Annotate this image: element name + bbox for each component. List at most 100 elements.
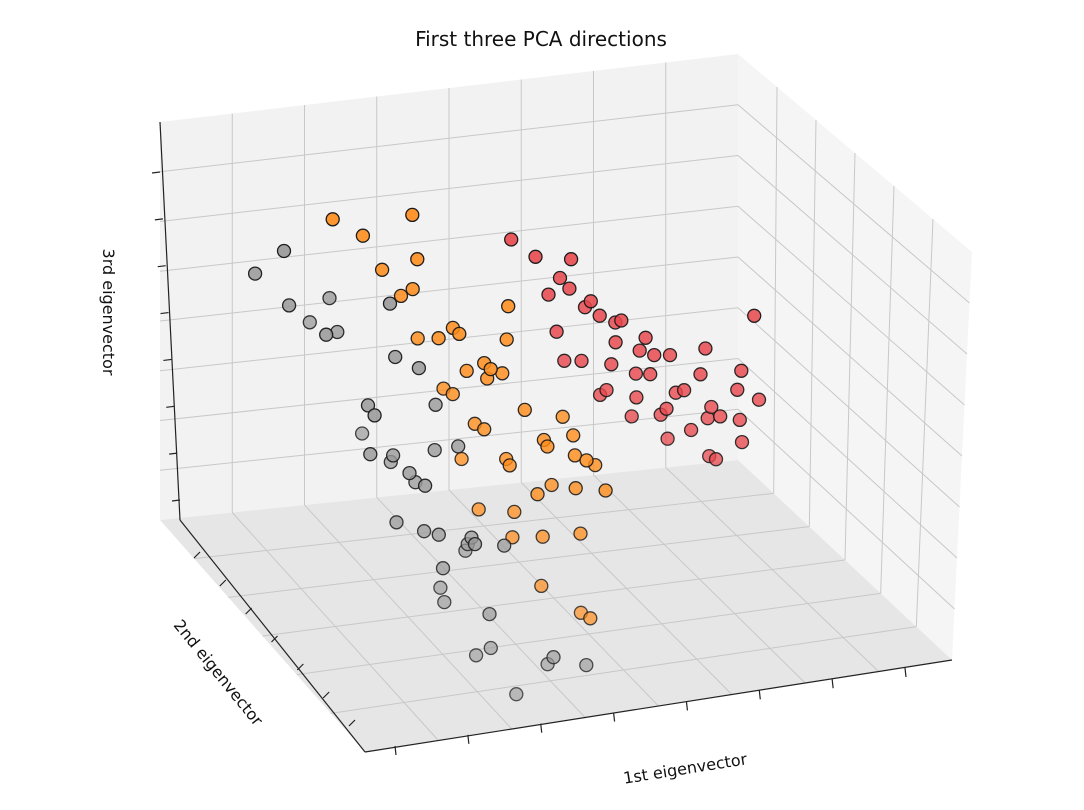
scatter-point bbox=[374, 262, 390, 277]
scatter-point bbox=[632, 343, 647, 358]
x-axis-tick bbox=[831, 679, 834, 689]
scatter-point bbox=[499, 332, 514, 347]
scatter-point bbox=[367, 408, 382, 423]
scatter-point bbox=[467, 536, 483, 552]
y-axis-tick bbox=[245, 607, 253, 615]
y-axis-tick bbox=[348, 719, 356, 727]
scatter-point bbox=[428, 397, 443, 412]
scatter-point bbox=[354, 426, 370, 441]
scatter-point bbox=[604, 357, 619, 372]
scatter-point bbox=[417, 478, 433, 493]
grid-line bbox=[262, 559, 846, 637]
grid-line bbox=[159, 307, 739, 372]
scatter-point bbox=[509, 687, 524, 702]
axis-ticks bbox=[151, 171, 907, 756]
scatter-point bbox=[573, 526, 588, 541]
grid-line bbox=[330, 626, 917, 714]
scatter-point bbox=[541, 287, 556, 302]
scatter-point bbox=[502, 458, 517, 473]
scatter-point bbox=[599, 382, 614, 398]
scatter-point bbox=[555, 409, 570, 424]
scatter-point bbox=[676, 383, 692, 398]
scatter-point bbox=[662, 347, 678, 363]
y-axis-tick bbox=[219, 579, 227, 587]
scatter-point bbox=[628, 366, 644, 381]
scatter-point bbox=[629, 390, 644, 405]
scatter-point bbox=[431, 527, 446, 542]
z-axis-tick bbox=[166, 405, 175, 408]
scatter-point bbox=[530, 487, 545, 502]
scatter-point bbox=[592, 308, 607, 323]
grid-line bbox=[773, 86, 778, 494]
data-points bbox=[247, 207, 767, 702]
scatter-point bbox=[647, 347, 662, 363]
scatter-point bbox=[614, 313, 629, 328]
scatter-point bbox=[566, 428, 581, 443]
scatter-point bbox=[732, 412, 747, 428]
z-axis-tick bbox=[151, 171, 161, 174]
grid-line bbox=[844, 152, 856, 561]
scatter-point bbox=[552, 270, 568, 286]
grid-line bbox=[915, 218, 934, 627]
scatter-point bbox=[385, 448, 401, 463]
scatter-point bbox=[579, 453, 594, 468]
scatter-point bbox=[405, 281, 420, 297]
scatter-point bbox=[431, 331, 446, 346]
scatter-point bbox=[624, 409, 639, 424]
scatter-point bbox=[704, 399, 719, 415]
y-axis-tick bbox=[322, 691, 330, 699]
scatter-point bbox=[574, 353, 589, 369]
scatter-point bbox=[751, 392, 767, 407]
scatter-point bbox=[660, 431, 675, 446]
scatter-point bbox=[562, 281, 577, 296]
scatter-point bbox=[549, 324, 564, 339]
scatter-point bbox=[568, 481, 583, 496]
scatter-point bbox=[713, 409, 728, 424]
scatter-point bbox=[452, 326, 467, 342]
y-axis-tick bbox=[271, 635, 278, 643]
scatter-point bbox=[416, 524, 432, 539]
scatter-point bbox=[482, 606, 497, 622]
x-axis-tick bbox=[394, 745, 397, 756]
scatter-point bbox=[583, 611, 598, 626]
scatter-point bbox=[734, 363, 749, 378]
scatter-point bbox=[477, 422, 492, 437]
scatter-point bbox=[433, 580, 448, 595]
scatter-point bbox=[643, 367, 658, 382]
scatter-point bbox=[402, 465, 417, 481]
z-axis-tick bbox=[157, 265, 166, 268]
grid-line bbox=[194, 492, 774, 560]
scatter-point bbox=[546, 650, 561, 665]
scatter-point bbox=[468, 648, 484, 663]
y-axis-label: 2nd eigenvector bbox=[170, 616, 267, 730]
z-axis-tick bbox=[171, 499, 181, 502]
z-axis-tick bbox=[163, 358, 172, 362]
scatter-point bbox=[451, 439, 466, 454]
scatter-point bbox=[411, 360, 427, 376]
scatter-point bbox=[557, 353, 572, 368]
scatter-point bbox=[247, 266, 263, 281]
x-axis-tick bbox=[904, 667, 907, 678]
grid-line bbox=[808, 119, 817, 527]
scatter-point bbox=[382, 296, 398, 311]
z-axis-tick bbox=[160, 311, 169, 315]
scatter-point bbox=[708, 452, 724, 467]
scatter-point bbox=[435, 561, 451, 576]
y-axis-tick bbox=[296, 663, 304, 671]
scatter-point bbox=[437, 594, 452, 610]
grid-line bbox=[159, 408, 739, 471]
scatter-point bbox=[410, 252, 425, 267]
grid-line bbox=[159, 104, 739, 173]
scatter-point bbox=[598, 483, 613, 498]
grid-line bbox=[228, 526, 810, 598]
scatter-point bbox=[459, 363, 474, 379]
scatter-point bbox=[507, 504, 522, 520]
scatter-point bbox=[410, 331, 425, 346]
scatter-point bbox=[528, 249, 543, 264]
scatter-point bbox=[517, 402, 532, 418]
scatter-point bbox=[325, 212, 340, 227]
scatter-point bbox=[355, 228, 371, 243]
scatter-point bbox=[322, 290, 337, 306]
z-axis-tick bbox=[154, 218, 163, 221]
